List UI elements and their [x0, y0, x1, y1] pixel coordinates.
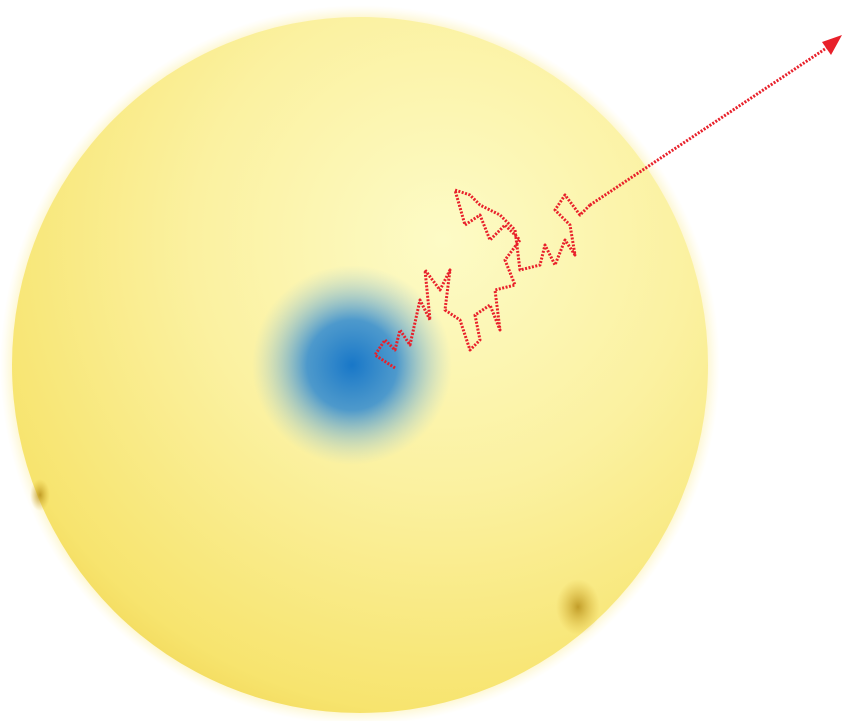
arrowhead [822, 35, 842, 55]
photon-escape [589, 45, 829, 207]
sunspot [556, 579, 600, 635]
core [252, 265, 452, 465]
photon-random-walk [373, 188, 592, 370]
sunspot [30, 479, 50, 511]
